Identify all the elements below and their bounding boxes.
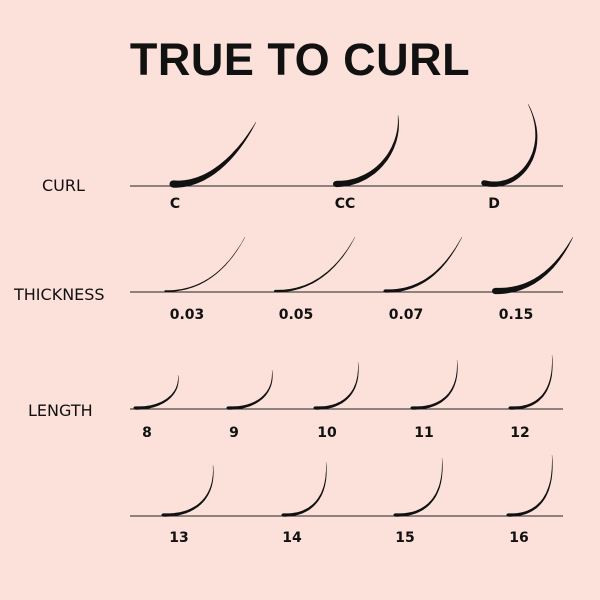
lash-curl-d-base <box>481 180 487 186</box>
row-label-thickness: THICKNESS <box>13 285 105 304</box>
lash-length-3-base <box>410 406 414 410</box>
lash-thickness-3-base <box>492 288 498 294</box>
lash-length-4-base <box>508 406 512 410</box>
curl-label-d: D <box>488 196 500 212</box>
lash-length-7 <box>395 458 443 517</box>
lash-thickness-3 <box>494 236 574 295</box>
lash-length-1-base <box>226 406 230 410</box>
lash-length-5-base <box>161 513 165 517</box>
lash-curl-cc <box>336 115 399 188</box>
length-label: 8 <box>142 425 152 441</box>
lash-curl-d <box>483 103 538 187</box>
lash-thickness-2 <box>385 236 463 293</box>
lash-thickness-1 <box>275 236 356 293</box>
lash-length-2-base <box>313 406 317 410</box>
lash-length-0 <box>134 375 179 410</box>
lash-length-1 <box>227 370 273 410</box>
lash-curl-c <box>172 121 257 188</box>
thickness-label: 0.03 <box>170 307 205 323</box>
lash-curl-cc-base <box>333 181 339 187</box>
lash-thickness-1-base <box>274 290 276 292</box>
curl-label-c: C <box>170 196 180 212</box>
lash-length-8-base <box>506 513 510 517</box>
lash-length-6-base <box>281 513 285 517</box>
length-label: 11 <box>414 425 433 441</box>
lash-length-2 <box>314 362 359 410</box>
lash-thickness-0-base <box>164 290 166 292</box>
lash-thickness-0 <box>165 236 246 292</box>
length-label: 13 <box>169 530 188 546</box>
length-label: 15 <box>395 530 414 546</box>
length-label: 12 <box>510 425 529 441</box>
lash-length-3 <box>411 360 458 410</box>
thickness-label: 0.15 <box>499 307 534 323</box>
lash-length-5 <box>163 465 214 517</box>
length-label: 14 <box>282 530 302 546</box>
length-label: 9 <box>229 425 239 441</box>
lash-length-4 <box>509 355 553 410</box>
length-label: 10 <box>317 425 337 441</box>
row-label-curl: CURL <box>42 176 85 195</box>
lash-length-8 <box>507 455 553 517</box>
thickness-label: 0.07 <box>389 307 424 323</box>
page-title: TRUE TO CURL <box>130 34 470 85</box>
lash-length-7-base <box>393 513 397 517</box>
curl-label-cc: CC <box>335 196 356 212</box>
lash-length-6 <box>282 462 327 517</box>
lash-length-0-base <box>133 406 137 410</box>
lash-curl-c-base <box>169 180 177 188</box>
thickness-label: 0.05 <box>279 307 314 323</box>
lash-thickness-2-base <box>383 289 387 293</box>
row-label-length: LENGTH <box>28 401 93 420</box>
length-label: 16 <box>509 530 528 546</box>
